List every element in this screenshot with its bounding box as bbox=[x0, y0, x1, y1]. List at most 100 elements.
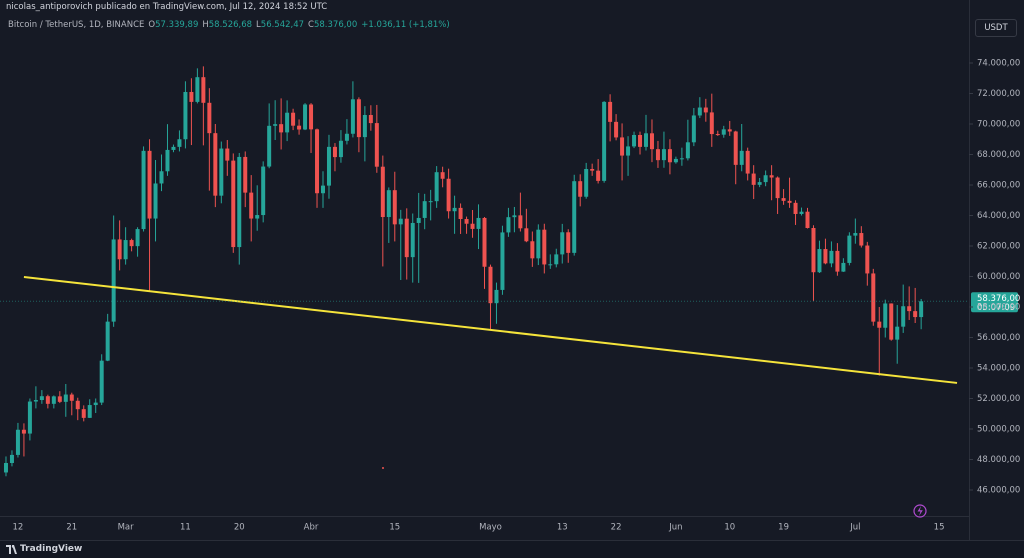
candle-body bbox=[87, 405, 92, 418]
candle-body bbox=[207, 102, 212, 134]
x-tick-label: 19 bbox=[778, 523, 789, 533]
candle-body bbox=[889, 303, 894, 340]
open-value: 57.339,89 bbox=[155, 20, 199, 30]
candles bbox=[3, 66, 924, 477]
y-tick-label: 66.000,00 bbox=[977, 181, 1020, 191]
y-tick-label: 54.000,00 bbox=[977, 363, 1020, 373]
candle-body bbox=[739, 150, 744, 165]
candle-body bbox=[39, 396, 44, 401]
candle-body bbox=[566, 232, 571, 253]
candle-body bbox=[326, 146, 331, 186]
candle-body bbox=[69, 394, 74, 401]
candle-body bbox=[733, 131, 738, 165]
candle-body bbox=[679, 158, 684, 160]
candle-body bbox=[877, 321, 882, 328]
candle-body bbox=[871, 273, 876, 322]
alert-icon[interactable] bbox=[913, 504, 927, 518]
trendline bbox=[23, 275, 958, 384]
candle-body bbox=[303, 104, 308, 130]
candle-body bbox=[500, 232, 505, 290]
candle-body bbox=[757, 182, 762, 185]
candle-body bbox=[859, 233, 864, 246]
candle-body bbox=[638, 134, 643, 147]
candle-body bbox=[919, 301, 924, 318]
low: L56.542,47 bbox=[256, 20, 304, 30]
candle-body bbox=[93, 402, 98, 406]
y-tick-label: 72.000,00 bbox=[977, 89, 1020, 99]
candle-body bbox=[291, 112, 296, 126]
candle-body bbox=[243, 156, 248, 193]
candle-body bbox=[350, 99, 355, 134]
candle-body bbox=[321, 185, 325, 194]
candle-body bbox=[883, 303, 888, 328]
candle-body bbox=[15, 429, 20, 455]
y-tick-label: 74.000,00 bbox=[977, 59, 1020, 69]
y-tick-label: 50.000,00 bbox=[977, 424, 1020, 434]
x-tick-label: Jun bbox=[668, 523, 682, 533]
candle-body bbox=[57, 396, 62, 402]
candle-body bbox=[315, 129, 320, 194]
candle-body bbox=[219, 148, 224, 196]
event-dot bbox=[382, 467, 384, 469]
x-tick-label: 10 bbox=[724, 523, 735, 533]
candle-body bbox=[135, 229, 140, 247]
candle-body bbox=[237, 156, 242, 248]
candle-body bbox=[626, 146, 631, 156]
y-tick-label: 70.000,00 bbox=[977, 120, 1020, 130]
candle-body bbox=[159, 171, 164, 184]
candle-body bbox=[829, 250, 834, 264]
candle-body bbox=[805, 211, 810, 229]
candle-body bbox=[685, 142, 690, 159]
x-tick-label: 12 bbox=[13, 523, 24, 533]
alert-bolt bbox=[917, 506, 923, 516]
change: +1.036,11 (+1,81%) bbox=[361, 20, 450, 30]
low-label: L bbox=[256, 20, 261, 30]
symbol[interactable]: Bitcoin / TetherUS, 1D, BINANCE bbox=[8, 20, 145, 30]
footer: TradingView bbox=[0, 540, 1024, 558]
background bbox=[0, 0, 1024, 540]
candle-body bbox=[279, 124, 284, 133]
candle-body bbox=[285, 112, 290, 133]
candle-body bbox=[895, 326, 900, 340]
candle-body bbox=[512, 215, 517, 218]
ohlc-legend: Bitcoin / TetherUS, 1D, BINANCE O57.339,… bbox=[8, 20, 450, 30]
candle-body bbox=[584, 168, 589, 197]
candle-body bbox=[608, 101, 613, 122]
candle-body bbox=[602, 101, 607, 181]
candle-body bbox=[907, 306, 912, 312]
candle-body bbox=[524, 228, 529, 242]
y-tick-label: 68.000,00 bbox=[977, 150, 1020, 160]
y-tick-label: 62.000,00 bbox=[977, 241, 1020, 251]
x-tick-label: 15 bbox=[934, 523, 945, 533]
candle-body bbox=[841, 262, 846, 272]
candle-body bbox=[811, 228, 816, 273]
candle-body bbox=[434, 172, 439, 202]
y-tick-label: 60.000,00 bbox=[977, 272, 1020, 282]
currency-button[interactable]: USDT bbox=[975, 19, 1017, 37]
candle-body bbox=[578, 181, 583, 197]
candle-body bbox=[506, 217, 511, 233]
candle-body bbox=[697, 107, 702, 116]
candle-body bbox=[165, 149, 170, 172]
x-tick-label: 13 bbox=[557, 523, 568, 533]
candle-body bbox=[548, 264, 553, 266]
candle-body bbox=[261, 166, 266, 216]
high-value: 58.526,68 bbox=[208, 20, 253, 30]
candle-body bbox=[111, 239, 116, 322]
x-tick-label: Abr bbox=[304, 523, 319, 533]
candle-body bbox=[667, 149, 672, 163]
candle-body bbox=[614, 121, 619, 138]
candle-body bbox=[709, 112, 714, 135]
candle-body bbox=[129, 240, 134, 247]
x-tick-label: Mar bbox=[118, 523, 135, 533]
candle-body bbox=[452, 207, 457, 212]
countdown-label: 05:07:09 bbox=[977, 303, 1015, 313]
candle-body bbox=[542, 229, 547, 265]
close: C58.376,00 bbox=[308, 20, 357, 30]
candle-body bbox=[183, 91, 188, 140]
candle-body bbox=[9, 454, 14, 463]
candle-body bbox=[51, 396, 56, 404]
brand: TradingView bbox=[20, 544, 83, 554]
x-tick-label: Jul bbox=[849, 523, 860, 533]
y-tick-label: 64.000,00 bbox=[977, 211, 1020, 221]
